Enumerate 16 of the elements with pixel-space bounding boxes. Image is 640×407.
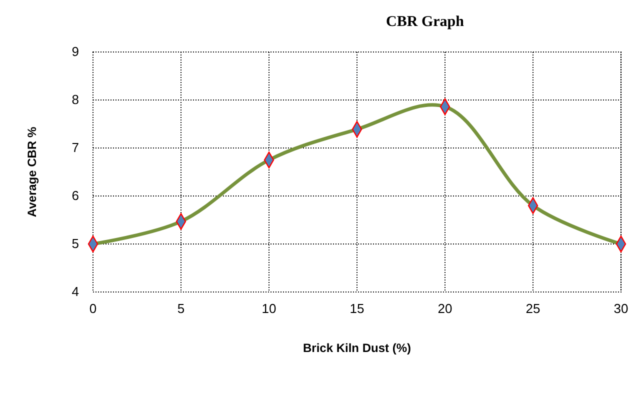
x-tick-label: 10 [262,301,276,316]
chart-title: CBR Graph [386,14,465,30]
x-tick-label: 15 [350,301,364,316]
x-tick-label: 5 [177,301,185,316]
x-tick-label: 25 [526,301,540,316]
x-tick-label: 30 [614,301,628,316]
x-tick-label: 20 [438,301,452,316]
x-axis-title: Brick Kiln Dust (%) [302,341,412,355]
y-tick-label: 8 [72,92,79,108]
y-tick-label: 9 [72,44,79,60]
y-tick-label: 4 [72,284,79,300]
y-axis-title: Average CBR % [25,126,39,218]
x-tick-label: 0 [89,301,97,316]
y-tick-label: 7 [72,140,79,156]
y-tick-label: 6 [72,188,79,204]
y-tick-label: 5 [72,236,79,252]
